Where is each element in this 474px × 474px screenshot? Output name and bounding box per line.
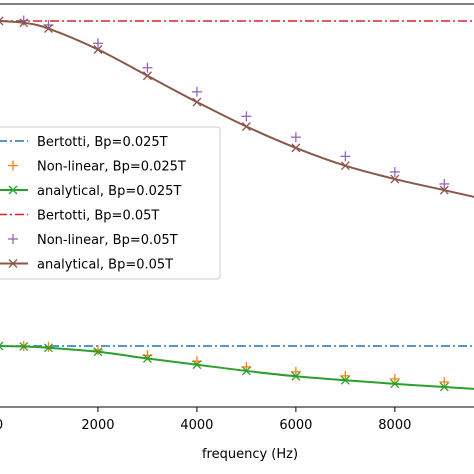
legend-marker-2 (8, 185, 18, 195)
series-2-point-8 (340, 375, 350, 385)
series-4-point-5 (191, 86, 202, 97)
series-4-point-1 (18, 15, 29, 26)
series-1-point-9 (389, 373, 400, 384)
series-4-point-4 (142, 62, 153, 73)
series-4-point-3 (92, 38, 103, 49)
legend-box (0, 126, 221, 280)
legend-label-0: Bertotti, Bp=0.025T (37, 135, 168, 150)
series-5-line (0, 20, 474, 198)
series-2 (0, 341, 474, 392)
plot-frame (0, 3, 474, 408)
series-2-point-0 (0, 341, 4, 351)
x-tick-label-1: 2000 (81, 418, 114, 433)
legend-entry-5: analytical, Bp=0.05T (0, 258, 173, 273)
series-5-point-1 (19, 18, 29, 28)
series-2-point-2 (44, 343, 53, 353)
series-2-line (0, 345, 474, 390)
series-1-point-3 (92, 345, 103, 356)
series-1-point-10 (439, 377, 450, 388)
legend-entry-3: Bertotti, Bp=0.05T (0, 209, 159, 224)
legend-marker-1 (8, 160, 18, 171)
x-tick-label-3: 6000 (279, 418, 312, 433)
legend-label-1: Non-linear, Bp=0.025T (37, 160, 186, 175)
series-2-point-5 (192, 360, 202, 370)
series-2-point-6 (241, 366, 251, 376)
legend-label-4: Non-linear, Bp=0.05T (37, 233, 178, 248)
series-5 (0, 16, 474, 198)
series-2-point-4 (142, 354, 152, 363)
series-4-point-8 (340, 151, 351, 162)
series-2-point-9 (390, 379, 400, 389)
legend-entry-2: analytical, Bp=0.025T (0, 184, 181, 199)
series-4-point-6 (241, 111, 252, 122)
x-axis-ticks: 0 2000 4000 6000 8000 (0, 407, 411, 433)
series-5-point-0 (0, 16, 4, 26)
series-5-point-6 (241, 122, 251, 131)
series-1-point-7 (290, 366, 301, 377)
series-5-point-5 (192, 97, 202, 107)
series-2-point-10 (439, 382, 449, 392)
x-axis-label: frequency (Hz) (202, 447, 298, 462)
series-2-point-3 (93, 347, 103, 357)
plot-series (0, 15, 474, 392)
x-tick-label-4: 8000 (378, 418, 411, 433)
x-tick-label-0: 0 (0, 418, 3, 433)
series-4-point-7 (290, 132, 301, 143)
series-5-point-10 (439, 185, 449, 195)
series-5-point-7 (291, 143, 301, 153)
legend-label-5: analytical, Bp=0.05T (37, 258, 173, 273)
legend-entry-0: Bertotti, Bp=0.025T (0, 135, 168, 150)
legend-entry-1: Non-linear, Bp=0.025T (8, 160, 186, 175)
series-2-point-1 (19, 341, 29, 351)
series-5-point-3 (93, 45, 103, 54)
x-tick-label-2: 4000 (180, 418, 213, 433)
series-4-point-9 (389, 166, 400, 177)
legend-marker-4 (8, 234, 18, 244)
series-5-point-9 (390, 174, 400, 184)
series-1-point-8 (340, 370, 351, 381)
series-5-point-8 (340, 161, 350, 171)
series-5-point-2 (44, 24, 53, 34)
legend-marker-5 (8, 259, 18, 268)
legend-label-3: Bertotti, Bp=0.05T (37, 209, 159, 224)
series-5-point-4 (142, 71, 152, 81)
series-2-point-7 (291, 371, 301, 381)
legend: Bertotti, Bp=0.025T Non-linear, Bp=0.025T… (0, 126, 221, 280)
series-4-point-10 (439, 178, 450, 189)
legend-entry-4: Non-linear, Bp=0.05T (8, 233, 178, 248)
legend-label-2: analytical, Bp=0.025T (37, 184, 181, 199)
